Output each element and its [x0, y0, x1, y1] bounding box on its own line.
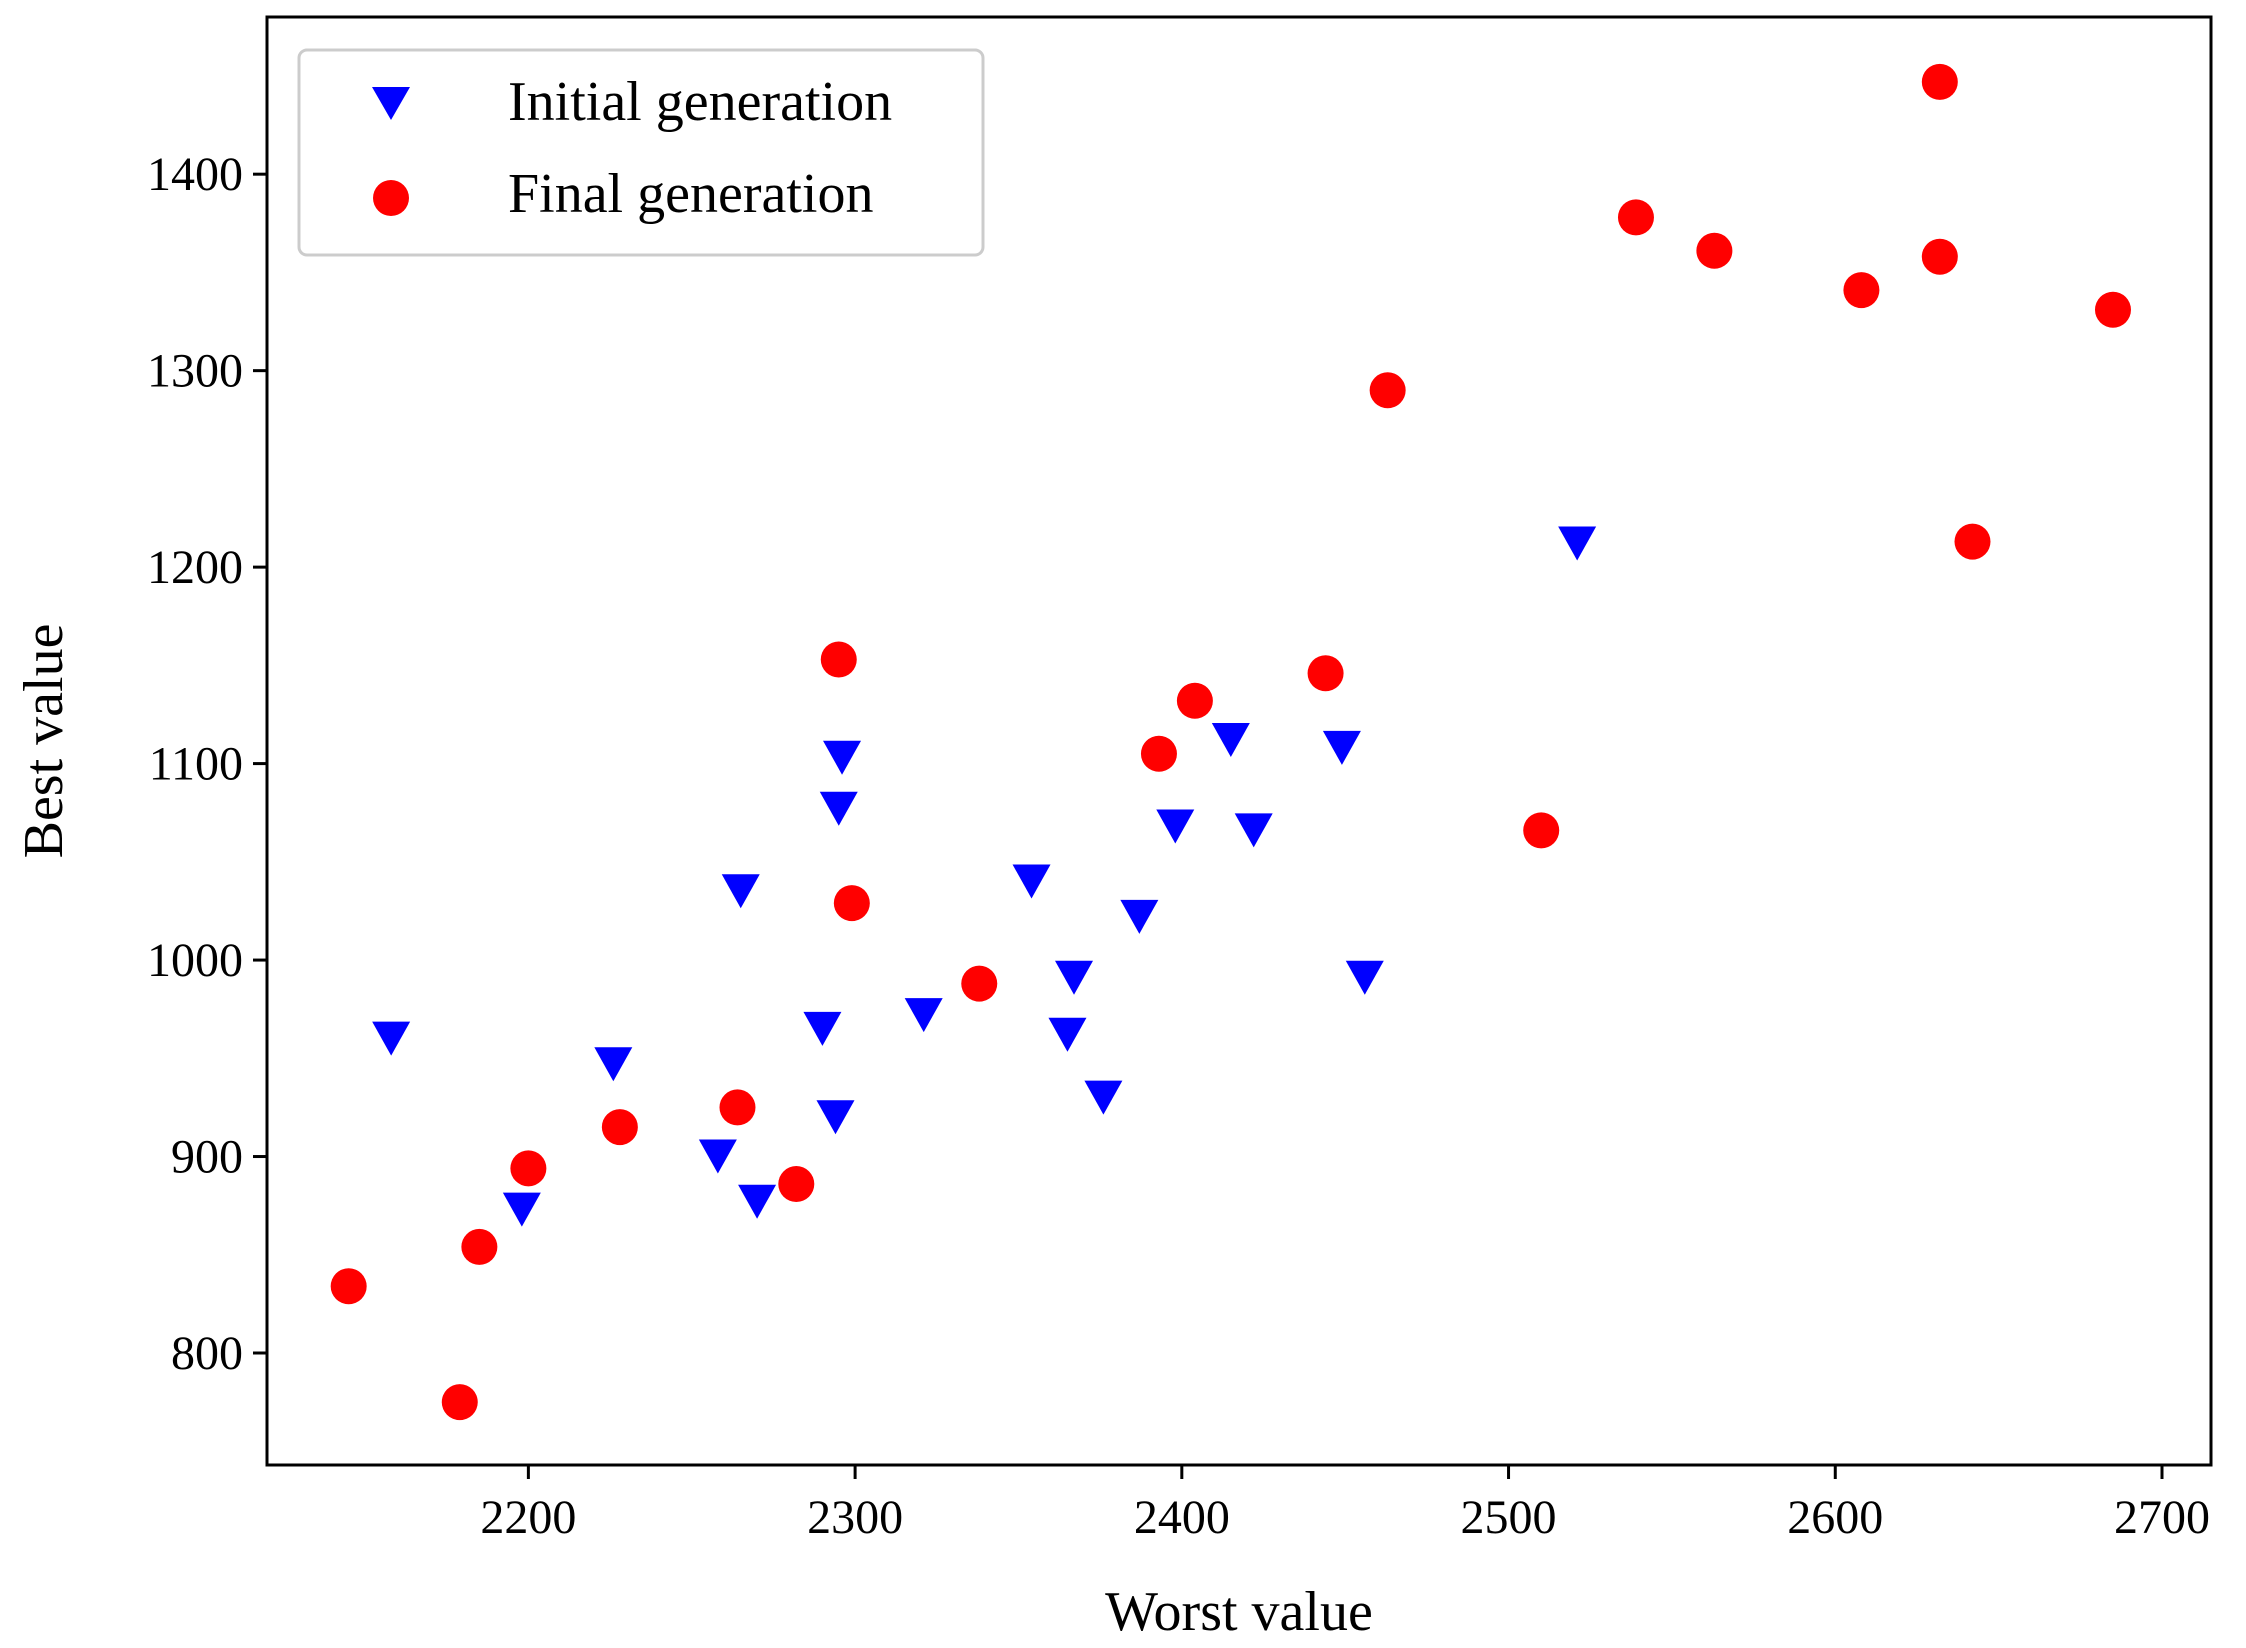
series-final-generation: [330, 63, 2131, 1421]
initial-generation-point: [803, 1011, 842, 1046]
final-generation-point: [510, 1150, 547, 1187]
initial-generation-point: [721, 874, 760, 909]
y-tick-label: 800: [171, 1327, 243, 1380]
plot-area-frame: [265, 15, 2213, 1467]
y-tick-label: 1300: [147, 345, 243, 398]
initial-generation-point: [819, 791, 858, 826]
final-generation-point: [1140, 735, 1177, 772]
initial-generation-point: [1156, 809, 1195, 844]
final-generation-point: [820, 641, 857, 678]
final-generation-point: [461, 1228, 498, 1265]
initial-generation-point: [1558, 526, 1597, 561]
final-generation-point: [1369, 372, 1406, 409]
initial-generation-point: [594, 1047, 633, 1082]
legend: Initial generation Final generation: [297, 48, 985, 257]
final-generation-point: [441, 1384, 478, 1421]
y-tick-label: 1400: [147, 148, 243, 201]
initial-generation-point: [816, 1100, 855, 1135]
final-generation-point: [1617, 199, 1654, 236]
final-generation-point: [1307, 655, 1344, 692]
y-tick-label: 1100: [149, 738, 243, 791]
data-marks: [330, 63, 2131, 1421]
y-axis-label: Best value: [13, 624, 75, 859]
x-tick-label: 2400: [1134, 1491, 1230, 1544]
initial-generation-point: [1322, 730, 1361, 765]
x-tick-label: 2700: [2114, 1491, 2210, 1544]
final-generation-point: [833, 885, 870, 922]
initial-generation-point: [1345, 960, 1384, 995]
series-initial-generation: [372, 526, 1597, 1227]
final-generation-point: [1696, 232, 1733, 269]
initial-generation-point: [1234, 813, 1273, 848]
initial-generation-point: [823, 740, 862, 775]
final-generation-point: [719, 1089, 756, 1126]
initial-generation-point: [372, 1021, 411, 1056]
initial-generation-point: [1055, 960, 1094, 995]
final-generation-point: [601, 1109, 638, 1146]
x-tick-label: 2200: [480, 1491, 576, 1544]
final-generation-point: [2094, 291, 2131, 328]
x-tick-label: 2500: [1461, 1491, 1557, 1544]
legend-label-initial-generation: Initial generation: [508, 71, 892, 133]
initial-generation-point: [904, 998, 943, 1033]
legend-label-final-generation: Final generation: [508, 163, 873, 225]
initial-generation-point: [738, 1184, 777, 1219]
final-generation-point: [1921, 238, 1958, 275]
final-generation-point: [330, 1268, 367, 1305]
y-tick-label: 1200: [147, 541, 243, 594]
initial-generation-point: [1012, 864, 1051, 899]
initial-generation-point: [1120, 899, 1159, 934]
y-tick-label: 900: [171, 1131, 243, 1184]
y-axis-ticks: 800 900 1000 1100 1200 1300 1400: [147, 148, 267, 1380]
final-generation-point: [1921, 63, 1958, 100]
x-axis-ticks: 2200 2300 2400 2500 2600 2700: [480, 1465, 2210, 1544]
final-generation-point: [1843, 272, 1880, 309]
final-generation-point: [961, 965, 998, 1002]
legend-marker-final-generation: [373, 180, 409, 216]
final-generation-point: [1523, 812, 1560, 849]
initial-generation-point: [1084, 1080, 1123, 1115]
legend-marker-initial-generation: [372, 87, 410, 120]
final-generation-point: [1176, 682, 1213, 719]
legend-box: [297, 48, 985, 257]
initial-generation-point: [502, 1192, 541, 1227]
x-axis-label: Worst value: [1105, 1581, 1373, 1643]
final-generation-point: [778, 1166, 815, 1203]
initial-generation-point: [1211, 723, 1250, 758]
x-tick-label: 2600: [1787, 1491, 1883, 1544]
final-generation-point: [1954, 523, 1991, 560]
initial-generation-point: [1048, 1017, 1087, 1052]
initial-generation-point: [698, 1139, 737, 1174]
y-tick-label: 1000: [147, 934, 243, 987]
x-tick-label: 2300: [807, 1491, 903, 1544]
